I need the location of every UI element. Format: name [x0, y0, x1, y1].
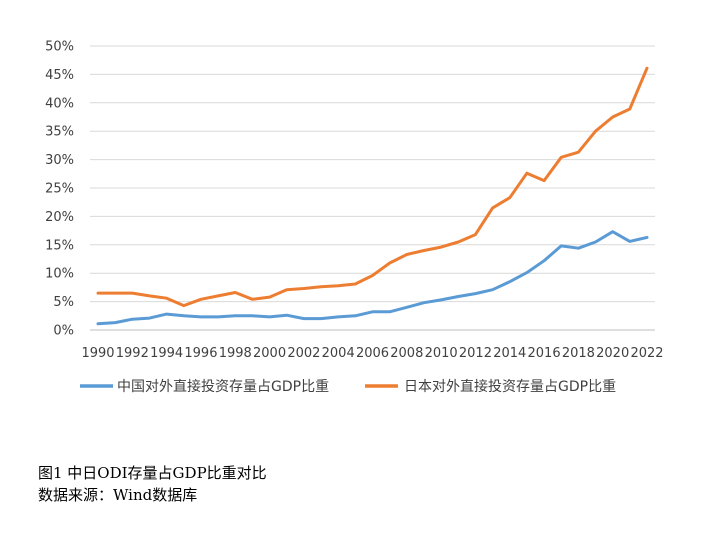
y-tick-label: 40% — [45, 96, 74, 111]
y-tick-label: 20% — [45, 210, 74, 225]
y-tick-label: 5% — [53, 295, 74, 310]
y-tick-label: 0% — [53, 324, 74, 339]
x-tick-label: 2014 — [493, 346, 526, 361]
legend-entry: 中国对外直接投资存量占GDP比重 — [117, 378, 329, 395]
x-tick-label: 1996 — [184, 346, 217, 361]
x-tick-label: 1990 — [81, 346, 114, 361]
series-lines — [96, 66, 649, 326]
x-tick-label: 2010 — [425, 346, 458, 361]
x-tick-label: 1994 — [150, 346, 183, 361]
x-tick-label: 2016 — [528, 346, 561, 361]
y-axis-tick-labels: 0% 5% 10% 15% 20% 25% 30% 35% 40% 45% 50% — [45, 40, 74, 339]
x-axis-tick-labels: 1990 1992 1994 1996 1998 2000 2002 2004 2006 2008… — [81, 346, 663, 361]
y-tick-label: 35% — [45, 125, 74, 140]
y-tick-label: 10% — [45, 267, 74, 282]
legend: 中国对外直接投资存量占GDP比重 日本对外直接投资存量占GDP比重 — [80, 378, 616, 395]
legend-entry: 日本对外直接投资存量占GDP比重 — [404, 378, 616, 395]
y-tick-label: 50% — [45, 40, 74, 55]
japan-odi-series-line — [96, 66, 649, 308]
x-tick-label: 2004 — [322, 346, 355, 361]
x-tick-label: 2002 — [287, 346, 320, 361]
x-tick-label: 2006 — [356, 346, 389, 361]
gridlines — [90, 45, 655, 331]
china-odi-series-line — [96, 230, 649, 326]
x-tick-label: 1998 — [219, 346, 252, 361]
x-tick-label: 1992 — [116, 346, 149, 361]
x-tick-label: 2008 — [390, 346, 423, 361]
figure-caption-source: 数据来源：Wind数据库 — [38, 486, 198, 504]
x-tick-label: 2020 — [596, 346, 629, 361]
x-tick-label: 2018 — [562, 346, 595, 361]
figure-caption-title: 图1 中日ODI存量占GDP比重对比 — [38, 464, 267, 482]
y-tick-label: 25% — [45, 182, 74, 197]
y-tick-label: 30% — [45, 153, 74, 168]
x-tick-label: 2012 — [459, 346, 492, 361]
y-tick-label: 45% — [45, 68, 74, 83]
x-tick-label: 2000 — [253, 346, 286, 361]
y-tick-label: 15% — [45, 238, 74, 253]
x-tick-label: 2022 — [630, 346, 663, 361]
